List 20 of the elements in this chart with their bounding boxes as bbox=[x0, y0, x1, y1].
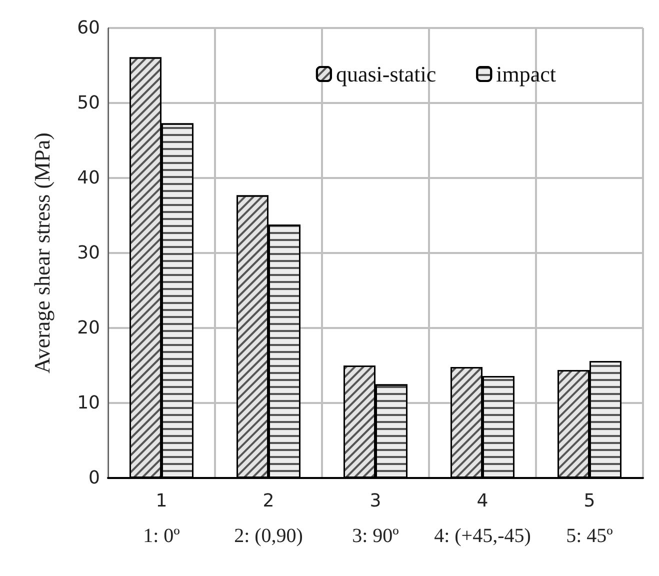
y-tick-label: 10 bbox=[77, 392, 100, 414]
legend-label: impact bbox=[496, 62, 556, 86]
legend-label: quasi-static bbox=[336, 62, 436, 86]
text: 3: 90º bbox=[352, 525, 399, 547]
x-tick-label: 5 bbox=[584, 490, 596, 512]
y-tick-label: 0 bbox=[88, 468, 100, 488]
y-tick-label: 20 bbox=[77, 318, 100, 338]
x-tick-label: 4 bbox=[476, 490, 488, 512]
text: 2: (0,90) bbox=[234, 525, 303, 547]
y-tick-label: 40 bbox=[77, 168, 100, 188]
text: 5: 45º bbox=[566, 525, 613, 547]
x-tick-label: 2 bbox=[262, 490, 274, 512]
x-tick-label: 3 bbox=[370, 490, 382, 512]
y-axis-title: Average shear stress (MPa) bbox=[30, 132, 54, 374]
y-tick-label: 30 bbox=[77, 242, 100, 264]
y-tick-label: 60 bbox=[77, 18, 100, 38]
text: 4: (+45,-45) bbox=[434, 525, 531, 547]
text: 1: 0º bbox=[143, 525, 180, 547]
y-tick-label: 50 bbox=[77, 92, 100, 114]
x-tick-label: 1 bbox=[156, 490, 168, 512]
